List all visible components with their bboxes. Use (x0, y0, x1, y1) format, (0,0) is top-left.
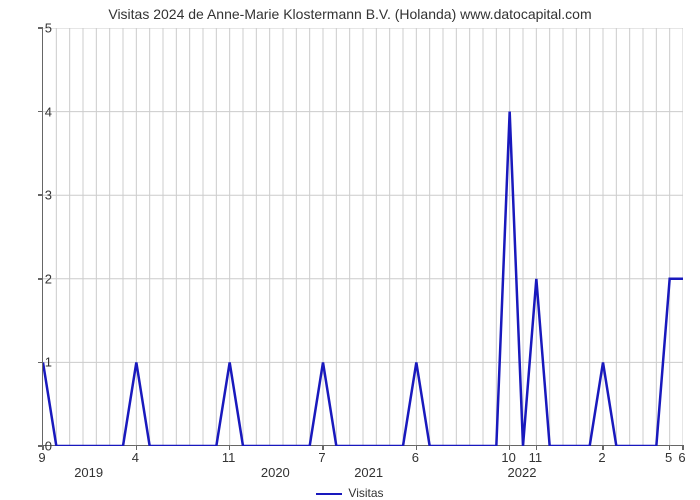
x-tick-label: 11 (222, 450, 236, 465)
y-tick-label: 1 (32, 355, 52, 370)
legend-line-swatch (316, 493, 342, 496)
x-tick-label: 4 (132, 450, 139, 465)
y-tick-label: 3 (32, 188, 52, 203)
x-month-label: 2019 (74, 465, 103, 480)
x-tick-label: 2 (598, 450, 605, 465)
y-tick-label: 2 (32, 271, 52, 286)
x-tick-label: 6 (678, 450, 685, 465)
x-tick-label: 5 (665, 450, 672, 465)
x-tick-label: 6 (412, 450, 419, 465)
x-tick-label: 7 (318, 450, 325, 465)
x-month-label: 2022 (508, 465, 537, 480)
legend-label: Visitas (348, 486, 383, 500)
chart-title: Visitas 2024 de Anne-Marie Klostermann B… (0, 6, 700, 22)
data-line (43, 28, 683, 446)
x-tick-label: 9 (38, 450, 45, 465)
y-tick-label: 4 (32, 104, 52, 119)
legend: Visitas (0, 486, 700, 500)
x-tick-label: 11 (529, 450, 543, 465)
x-tick-label: 10 (501, 450, 515, 465)
x-month-label: 2021 (354, 465, 383, 480)
x-month-label: 2020 (261, 465, 290, 480)
y-tick-label: 5 (32, 21, 52, 36)
chart-container: Visitas 2024 de Anne-Marie Klostermann B… (0, 0, 700, 500)
series-line (43, 112, 683, 446)
plot-area (42, 28, 682, 446)
